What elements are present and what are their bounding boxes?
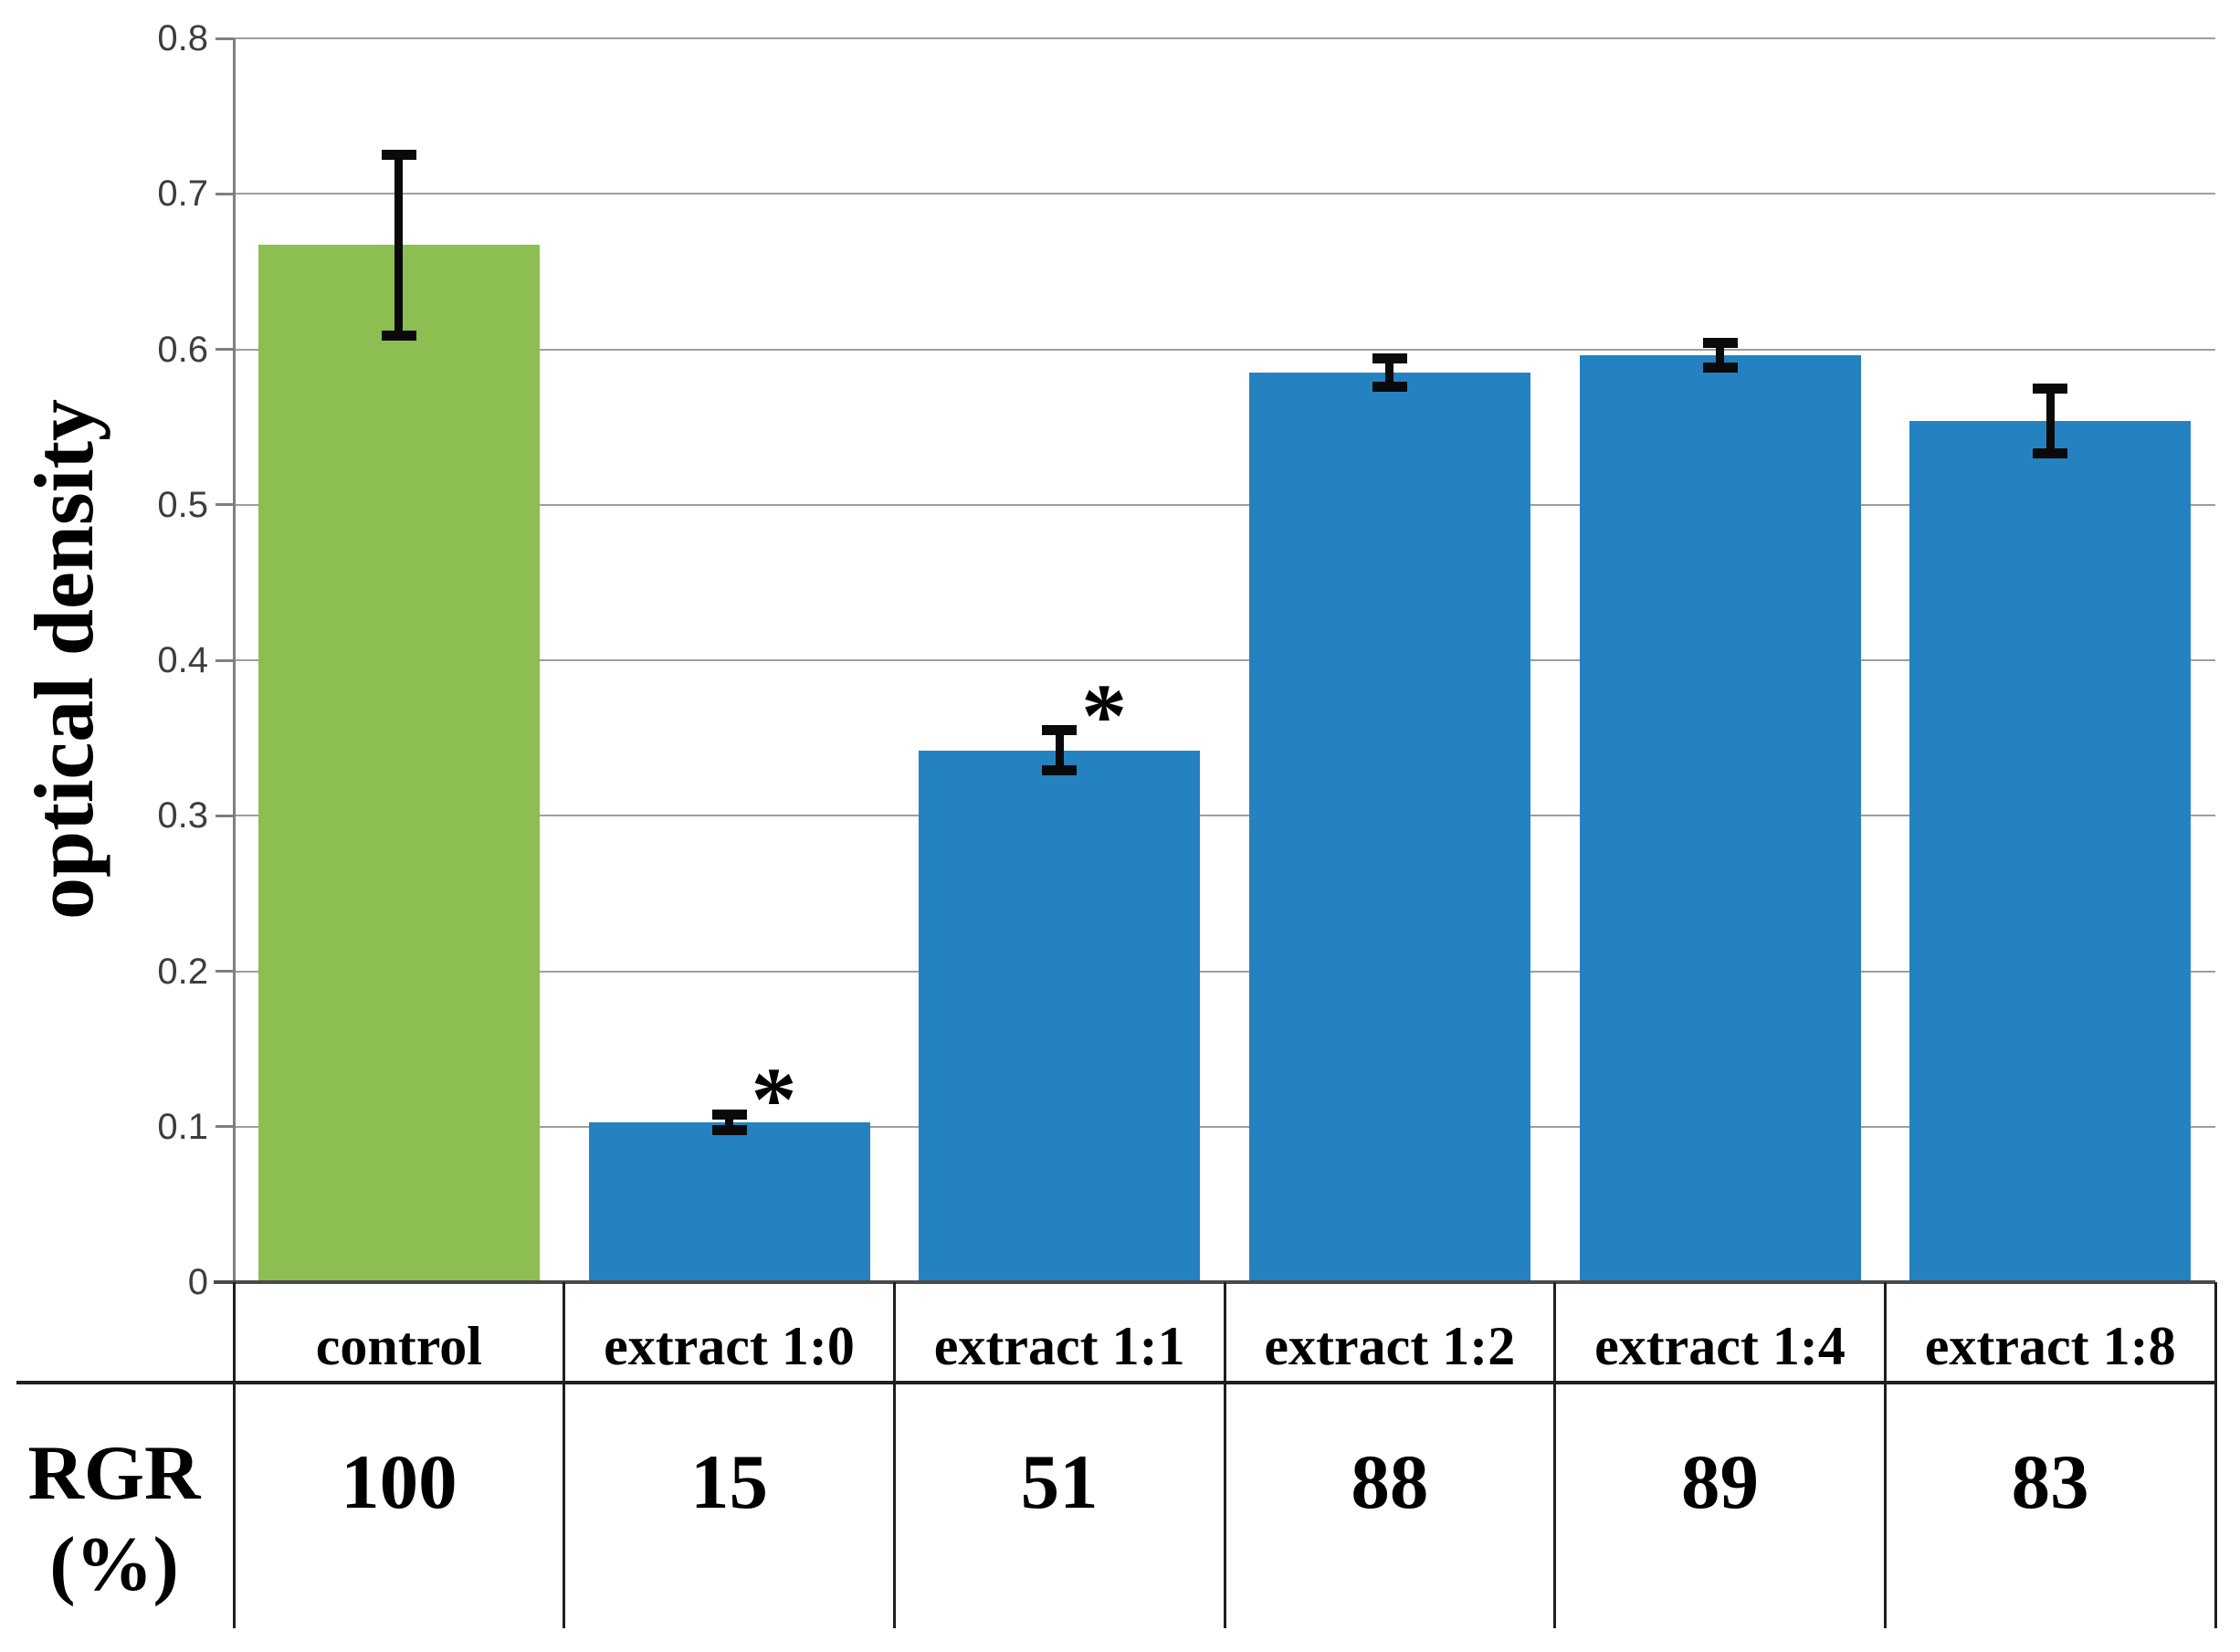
y-tick-label: 0.5 [157,484,208,525]
y-tick-label: 0.2 [157,951,208,992]
rgr-value-extract-1-0: 15 [689,1439,768,1525]
error-bar-cap-extract-1-0 [711,1109,747,1120]
bar-extract-1-4 [1579,355,1861,1282]
gridline [234,815,2215,817]
category-label-extract-1-4: extract 1:4 [1594,1316,1846,1376]
table-column-border [232,1282,236,1628]
bar-extract-1-0 [588,1121,870,1282]
table-column-border [1223,1282,1226,1628]
error-bar-cap-extract-1-8 [2033,383,2068,394]
error-bar-cap-extract-1-2 [1372,353,1407,364]
category-label-extract-1-8: extract 1:8 [1924,1316,2176,1376]
y-axis-tick [216,1125,234,1129]
error-bar-whisker-extract-1-2 [1385,358,1394,387]
bar-control [258,245,540,1282]
error-bar-cap-extract-1-0 [711,1124,747,1135]
category-label-extract-1-2: extract 1:2 [1264,1316,1516,1376]
significance-asterisk-extract-1-0: * [751,1048,797,1151]
gridline [234,193,2215,195]
gridline [234,970,2215,973]
y-axis-tick [216,37,234,40]
y-axis-tick [216,503,234,507]
error-bar-whisker-control [394,154,404,336]
error-bar-cap-extract-1-4 [1702,363,1738,374]
rgr-row-label-line1: RGR [27,1430,201,1516]
error-bar-cap-extract-1-8 [2033,448,2068,459]
category-label-extract-1-1: extract 1:1 [933,1316,1185,1376]
bar-extract-1-1 [919,750,1201,1282]
rgr-value-extract-1-8: 83 [2011,1439,2089,1525]
y-tick-label: 0.1 [157,1106,208,1147]
table-column-border [1883,1282,1887,1628]
y-tick-label: 0.8 [157,18,208,58]
y-tick-label: 0.6 [157,329,208,370]
y-tick-label: 0.4 [157,640,208,680]
y-axis-tick [216,970,234,973]
rgr-row-label-line2: (%) [49,1521,179,1607]
error-bar-cap-control [381,330,416,341]
y-axis-tick [216,814,234,817]
bar-extract-1-8 [1909,420,2192,1282]
y-tick-label: 0 [187,1262,208,1302]
error-bar-whisker-extract-1-8 [2045,388,2055,454]
rgr-value-extract-1-1: 51 [1020,1439,1099,1525]
bar-extract-1-2 [1248,373,1530,1282]
error-bar-whisker-extract-1-0 [725,1114,733,1131]
error-bar-cap-extract-1-4 [1702,338,1738,349]
error-bar-cap-extract-1-1 [1042,765,1078,776]
y-tick-label: 0.3 [157,795,208,837]
table-header-separator [16,1381,2215,1384]
table-column-border [1553,1282,1557,1628]
rgr-value-extract-1-2: 88 [1351,1439,1429,1525]
category-label-extract-1-0: extract 1:0 [604,1316,855,1376]
error-bar-whisker-extract-1-1 [1055,730,1064,771]
significance-asterisk-extract-1-1: * [1081,664,1128,766]
y-axis-line [232,38,236,1282]
gridline [234,659,2215,661]
category-label-control: control [315,1316,482,1376]
rgr-value-extract-1-4: 89 [1680,1439,1759,1525]
rgr-value-control: 100 [341,1439,457,1525]
y-axis-tick [216,192,234,195]
error-bar-cap-extract-1-1 [1042,725,1078,736]
table-column-border [2214,1282,2217,1628]
y-axis-tick [216,658,234,662]
table-column-border [892,1282,896,1628]
gridline [234,503,2215,506]
table-column-border [563,1282,566,1628]
y-axis-tick [216,348,234,351]
error-bar-cap-control [381,150,416,161]
rgr-row-label: RGR (%) [0,1427,228,1610]
gridline [234,1125,2215,1128]
x-axis-baseline [214,1280,2215,1284]
gridline [234,348,2215,351]
error-bar-cap-extract-1-2 [1372,381,1407,392]
y-tick-label: 0.7 [157,174,208,215]
error-bar-whisker-extract-1-4 [1716,342,1724,368]
gridline [234,37,2215,39]
